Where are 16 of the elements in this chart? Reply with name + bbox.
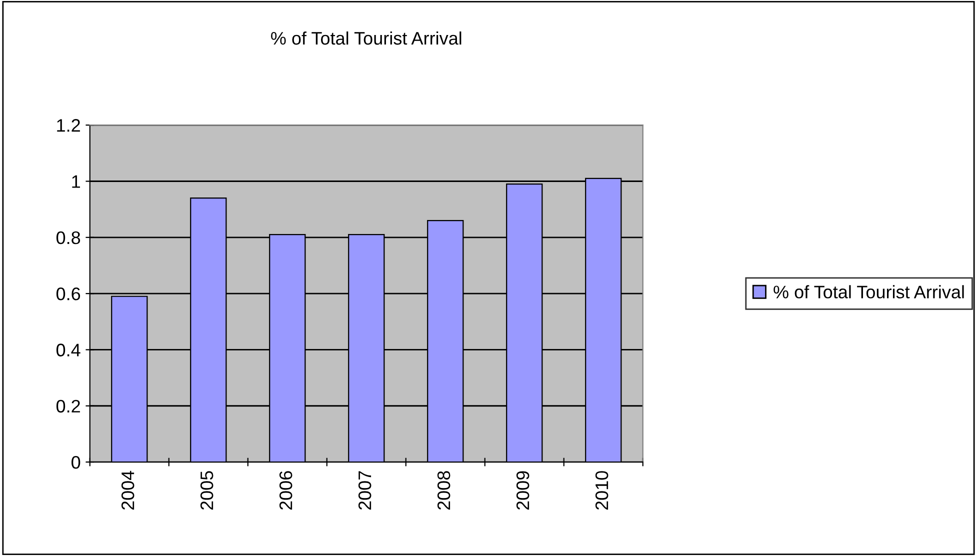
y-tick-label: 0.8 <box>56 231 80 244</box>
x-tick-label: 2005 <box>200 471 214 510</box>
y-tick-label: 0.4 <box>56 344 80 356</box>
y-tick-label: 1.2 <box>57 119 80 132</box>
x-tick-label: 2010 <box>595 471 608 510</box>
x-tick-label: 2004 <box>121 470 134 510</box>
y-tick-label: 0.6 <box>56 288 80 300</box>
x-tick-label: 2006 <box>279 471 292 510</box>
x-tick-label: 2007 <box>358 471 372 510</box>
y-tick-label: 1 <box>72 175 80 188</box>
chart-title: % of Total Tourist Arrival <box>271 31 462 45</box>
legend-label: % of Total Tourist Arrival <box>774 285 964 298</box>
x-tick-label: 2009 <box>516 471 530 510</box>
y-tick-label: 0.2 <box>56 400 80 413</box>
x-tick-label: 2008 <box>437 471 450 510</box>
y-tick-label: 0 <box>72 456 80 469</box>
